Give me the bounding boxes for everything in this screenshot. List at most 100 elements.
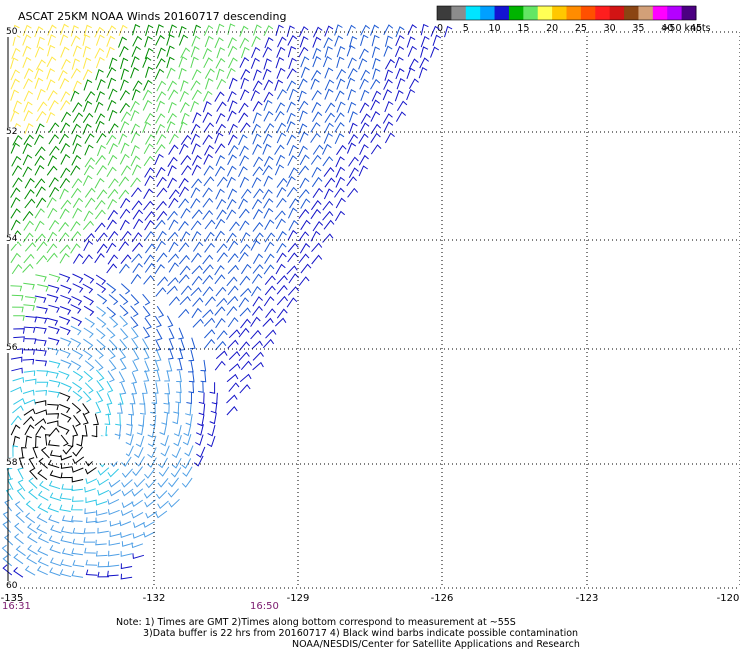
wind-barb <box>72 283 84 293</box>
wind-barb <box>12 405 24 414</box>
wind-barb <box>26 554 37 565</box>
wind-barb <box>84 144 94 156</box>
wind-barb <box>240 188 252 199</box>
wind-barb <box>131 327 139 340</box>
lon-label-126: -126 <box>430 593 454 604</box>
wind-barb <box>324 25 334 37</box>
wind-barb <box>107 498 120 505</box>
wind-barb <box>263 79 274 91</box>
colorbar-tick-label: 40 <box>661 23 673 34</box>
wind-barb <box>25 315 38 323</box>
wind-barb <box>132 533 145 539</box>
wind-barb <box>12 376 25 383</box>
wind-barb <box>166 34 175 46</box>
wind-barb <box>48 134 59 145</box>
wind-barb <box>383 121 394 133</box>
wind-barb <box>276 197 287 208</box>
wind-barb <box>240 77 250 90</box>
wind-barb <box>168 477 179 488</box>
wind-barb <box>171 457 182 469</box>
wind-barb <box>22 389 35 396</box>
wind-barb <box>324 46 333 58</box>
wind-barb <box>143 275 155 285</box>
wind-barb <box>198 403 206 416</box>
wind-barb <box>48 177 59 188</box>
wind-barb <box>97 571 110 578</box>
wind-barb <box>188 361 194 373</box>
wind-barb <box>186 392 192 405</box>
wind-barb <box>310 200 322 211</box>
wind-barb <box>168 241 179 253</box>
wind-barb <box>263 58 272 70</box>
wind-barb <box>276 89 287 100</box>
wind-barb <box>202 264 214 274</box>
wind-barb <box>251 340 263 350</box>
wind-barb <box>97 467 110 476</box>
wind-barb <box>144 231 155 242</box>
wind-barb <box>358 58 368 70</box>
wind-barb <box>154 219 166 230</box>
wind-barb <box>130 56 140 68</box>
wind-barb <box>252 24 262 36</box>
wind-barb <box>276 295 288 306</box>
wind-barb <box>359 144 369 156</box>
wind-barb <box>96 189 108 200</box>
wind-barb <box>179 339 186 351</box>
wind-barb <box>185 404 192 416</box>
wind-barb <box>226 406 238 416</box>
wind-barb <box>202 309 214 318</box>
wind-barb <box>35 316 48 324</box>
wind-barb <box>120 532 132 538</box>
wind-barb <box>82 69 93 81</box>
wind-barb <box>155 200 167 211</box>
wind-barb <box>106 263 118 274</box>
wind-barb <box>85 569 98 576</box>
wind-barb <box>144 317 152 330</box>
wind-barb <box>85 497 97 504</box>
wind-barb <box>168 24 177 36</box>
wind-barb <box>82 45 91 58</box>
wind-barb <box>300 66 310 78</box>
wind-barb <box>144 211 156 221</box>
wind-barb <box>82 283 94 294</box>
wind-barb <box>144 35 153 48</box>
wind-barb <box>130 155 141 167</box>
wind-barb <box>17 479 26 492</box>
wind-barb <box>109 489 122 497</box>
wind-barb <box>121 468 133 478</box>
wind-barb <box>176 358 183 371</box>
wind-barb <box>83 370 94 382</box>
wind-barb <box>24 565 36 576</box>
wind-barb <box>108 550 120 557</box>
wind-barb <box>173 435 182 447</box>
wind-barb <box>227 240 239 251</box>
wind-barb <box>60 294 72 304</box>
wind-barb <box>336 68 347 80</box>
wind-barb <box>72 80 82 92</box>
wind-barb <box>34 208 45 219</box>
wind-barb <box>23 282 35 290</box>
wind-barb <box>166 360 173 372</box>
wind-barb <box>83 338 94 350</box>
wind-barb <box>95 539 107 546</box>
wind-barb <box>130 294 140 306</box>
wind-barb <box>70 221 81 232</box>
wind-barb <box>276 275 288 285</box>
wind-barb <box>130 316 139 329</box>
wind-barb <box>360 34 369 46</box>
wind-barb <box>60 526 73 534</box>
wind-barb <box>384 35 393 47</box>
wind-barb <box>157 276 169 286</box>
wind-barb <box>34 77 44 89</box>
wind-barb <box>145 478 157 489</box>
wind-barb <box>10 197 21 208</box>
wind-barb <box>347 134 359 145</box>
wind-barb <box>35 274 47 282</box>
wind-barb <box>108 479 121 488</box>
wind-barb <box>10 219 21 231</box>
wind-barb <box>228 57 238 69</box>
lat-label-58: 58 <box>6 458 18 468</box>
wind-barb <box>129 392 136 405</box>
wind-barb <box>202 112 213 123</box>
